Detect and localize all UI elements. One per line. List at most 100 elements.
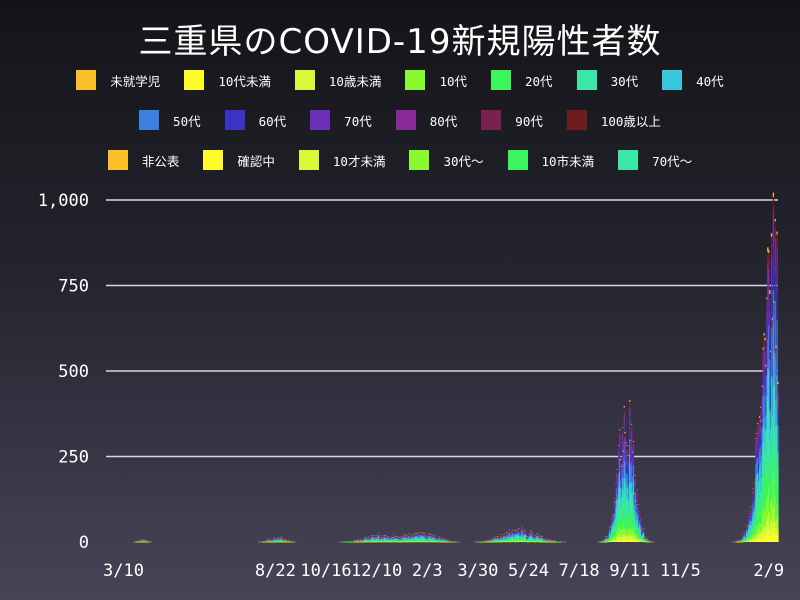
bar-segment xyxy=(431,539,433,541)
bar-segment xyxy=(630,481,633,495)
bar-segment xyxy=(636,512,638,518)
x-tick-label: 7/18 xyxy=(559,561,600,581)
y-tick-label: 0 xyxy=(79,533,89,553)
bar-segment xyxy=(375,541,377,542)
bar-segment xyxy=(641,537,643,539)
bar-segment xyxy=(445,540,447,542)
bar-segment xyxy=(630,465,632,483)
bar-segment xyxy=(417,535,419,536)
bar-segment xyxy=(642,529,644,531)
legend-item[interactable]: 10歳未満 xyxy=(294,70,381,90)
bar-segment xyxy=(529,533,532,535)
bar-segment xyxy=(625,501,627,514)
bar-segment xyxy=(615,499,617,509)
bar-segment xyxy=(507,537,509,540)
legend-item[interactable]: 10代 xyxy=(405,70,467,90)
bar-segment xyxy=(530,533,532,535)
bar-segment xyxy=(387,538,390,540)
bar-segment xyxy=(521,532,523,535)
bar-segment xyxy=(519,532,521,534)
bar-segment xyxy=(423,539,426,541)
legend-item[interactable]: 50代 xyxy=(139,110,201,130)
bar-segment xyxy=(518,531,520,534)
bar-segment xyxy=(506,535,509,537)
bar-segment xyxy=(750,516,752,518)
bar-segment xyxy=(532,536,534,538)
bar-segment xyxy=(612,514,614,515)
legend-item[interactable]: 10才未満 xyxy=(298,150,385,170)
bar-segment xyxy=(492,539,495,541)
legend-item[interactable]: 10代未満 xyxy=(184,70,271,90)
legend-item[interactable]: 70代〜 xyxy=(618,150,692,170)
legend-swatch xyxy=(405,70,426,90)
bar-segment xyxy=(524,533,526,535)
bar-segment xyxy=(426,539,428,541)
bar-segment xyxy=(751,536,753,540)
bar-segment xyxy=(405,537,407,540)
legend-item[interactable]: 90代 xyxy=(481,110,543,130)
bar-segment xyxy=(517,531,520,535)
bar-segment xyxy=(612,515,614,518)
bar-segment xyxy=(744,540,746,542)
bar-segment xyxy=(376,536,379,538)
legend-item[interactable]: 確認中 xyxy=(203,150,275,170)
legend-item[interactable]: 100歳以上 xyxy=(566,110,661,130)
bar-segment xyxy=(536,539,538,541)
bar-segment xyxy=(633,517,636,528)
bar-segment xyxy=(537,538,540,540)
legend-item[interactable]: 非公表 xyxy=(107,150,179,170)
bar-segment xyxy=(410,540,413,542)
bar-segment xyxy=(275,540,277,542)
bar-segment xyxy=(642,538,644,541)
legend-item[interactable]: 30代〜 xyxy=(409,150,484,170)
bar-segment xyxy=(434,536,437,537)
bar-segment xyxy=(521,537,523,540)
bar-segment xyxy=(282,539,284,540)
legend-item[interactable]: 未就学児 xyxy=(76,70,160,90)
legend-item[interactable]: 30代 xyxy=(576,70,638,90)
bar-segment xyxy=(631,520,634,530)
bar-segment xyxy=(743,539,745,541)
legend-item[interactable]: 20代 xyxy=(491,70,553,90)
bar-segment xyxy=(433,540,436,542)
bar-segment xyxy=(628,455,630,459)
bar-segment xyxy=(281,540,283,541)
bar-segment xyxy=(510,535,512,537)
bar-segment xyxy=(627,539,629,542)
bar-segment xyxy=(619,485,621,506)
bar-segment xyxy=(503,539,506,541)
bar-segment xyxy=(756,435,758,439)
bar-segment xyxy=(747,520,750,523)
bar-segment xyxy=(375,539,377,541)
bar-segment xyxy=(614,520,616,526)
bar-segment xyxy=(619,462,622,465)
bar-segment xyxy=(613,503,615,508)
legend-item[interactable]: 10市未満 xyxy=(507,150,594,170)
bar-segment xyxy=(639,516,641,521)
bar-segment xyxy=(741,540,743,541)
legend-item[interactable]: 60代 xyxy=(224,110,286,130)
bar-segment xyxy=(430,536,432,538)
bar-segment xyxy=(503,540,505,542)
bar-segment xyxy=(613,498,615,499)
bar-segment xyxy=(612,541,614,542)
bar-segment xyxy=(743,534,745,535)
bar-segment xyxy=(377,533,380,535)
bar-segment xyxy=(372,535,374,537)
legend-item[interactable]: 80代 xyxy=(395,110,457,130)
bar-segment xyxy=(617,477,619,480)
bar-segment xyxy=(502,537,504,539)
bar-segment xyxy=(411,538,414,540)
bar-segment xyxy=(631,451,634,453)
bar-segment xyxy=(643,540,646,542)
bar-segment xyxy=(624,534,626,539)
bar-segment xyxy=(419,535,421,538)
bar-segment xyxy=(605,540,607,542)
legend-item[interactable]: 70代 xyxy=(310,110,372,130)
bar-segment xyxy=(616,531,618,537)
bar-segment xyxy=(380,539,382,541)
legend-item[interactable]: 40代 xyxy=(662,70,724,90)
bar-segment xyxy=(613,499,615,501)
bar-segment xyxy=(607,540,609,542)
bar-segment xyxy=(747,525,750,528)
